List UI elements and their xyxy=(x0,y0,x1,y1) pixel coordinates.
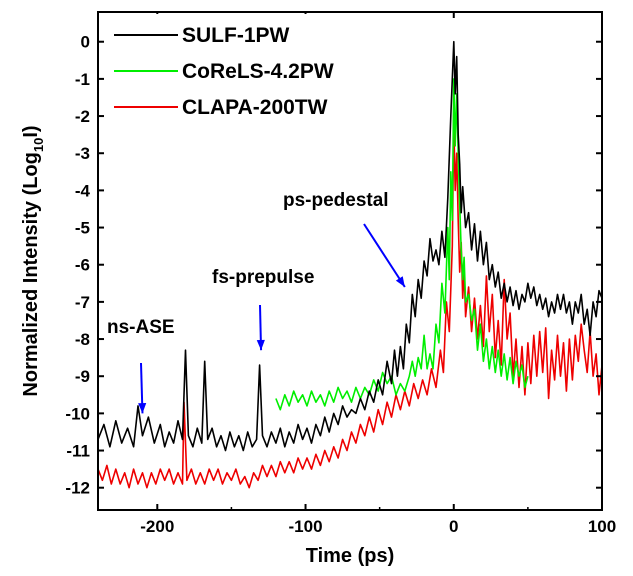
x-tick-label: 100 xyxy=(588,517,616,536)
axis-ticks: 0 -1 -2 -3 -4 -5 -6 -7 -8 -9 -10 -11 -12 -200 -100 0 100 xyxy=(65,12,616,536)
y-tick-label: -8 xyxy=(75,330,90,349)
arrowhead-ps-pedestal xyxy=(395,276,405,288)
x-tick-label: 0 xyxy=(449,517,458,536)
y-tick-label: -10 xyxy=(65,404,90,423)
legend-label-corels: CoReLS-4.2PW xyxy=(182,60,334,83)
legend-label-sulf: SULF-1PW xyxy=(182,24,290,47)
arrow-ps-pedestal xyxy=(363,223,406,288)
y-tick-label: -12 xyxy=(65,479,90,498)
annotation-fs-prepulse: fs-prepulse xyxy=(212,267,314,288)
series-line-clapa-200tw xyxy=(97,122,603,489)
y-tick-label: -4 xyxy=(75,181,91,200)
y-axis-title-main: Normalized Intensity (Log xyxy=(20,152,42,396)
legend-background xyxy=(108,14,370,120)
annotation-arrows xyxy=(138,223,406,414)
legend: SULF-1PW CoReLS-4.2PW CLAPA-200TW xyxy=(108,14,370,120)
arrowhead-fs-prepulse xyxy=(256,339,265,351)
annotation-ns-ase: ns-ASE xyxy=(107,317,175,338)
series-layer xyxy=(97,40,603,489)
y-tick-label: -6 xyxy=(75,256,90,275)
y-axis-title-end: I) xyxy=(20,125,42,137)
annotation-ps-pedestal: ps-pedestal xyxy=(283,190,389,211)
arrowhead-ns-ase xyxy=(138,403,147,414)
plot-frame xyxy=(97,11,603,511)
y-tick-label: -3 xyxy=(75,144,90,163)
y-axis-title: Normalized Intensity (Log10I) xyxy=(20,125,46,396)
y-tick-label: 0 xyxy=(81,33,90,52)
y-axis-title-subscript: 10 xyxy=(31,138,46,152)
y-tick-label: -9 xyxy=(75,367,90,386)
y-tick-label: -11 xyxy=(66,442,90,461)
series-line-corels-4-2pw xyxy=(275,78,529,411)
y-tick-label: -2 xyxy=(75,107,90,126)
y-tick-label: -7 xyxy=(75,293,90,312)
y-tick-label: -1 xyxy=(75,70,90,89)
series-line-sulf-1pw xyxy=(97,40,603,452)
x-tick-label: -100 xyxy=(289,517,323,536)
legend-label-clapa: CLAPA-200TW xyxy=(182,96,328,119)
x-axis-title: Time (ps) xyxy=(306,545,395,567)
x-tick-label: -200 xyxy=(140,517,174,536)
y-tick-label: -5 xyxy=(75,219,90,238)
